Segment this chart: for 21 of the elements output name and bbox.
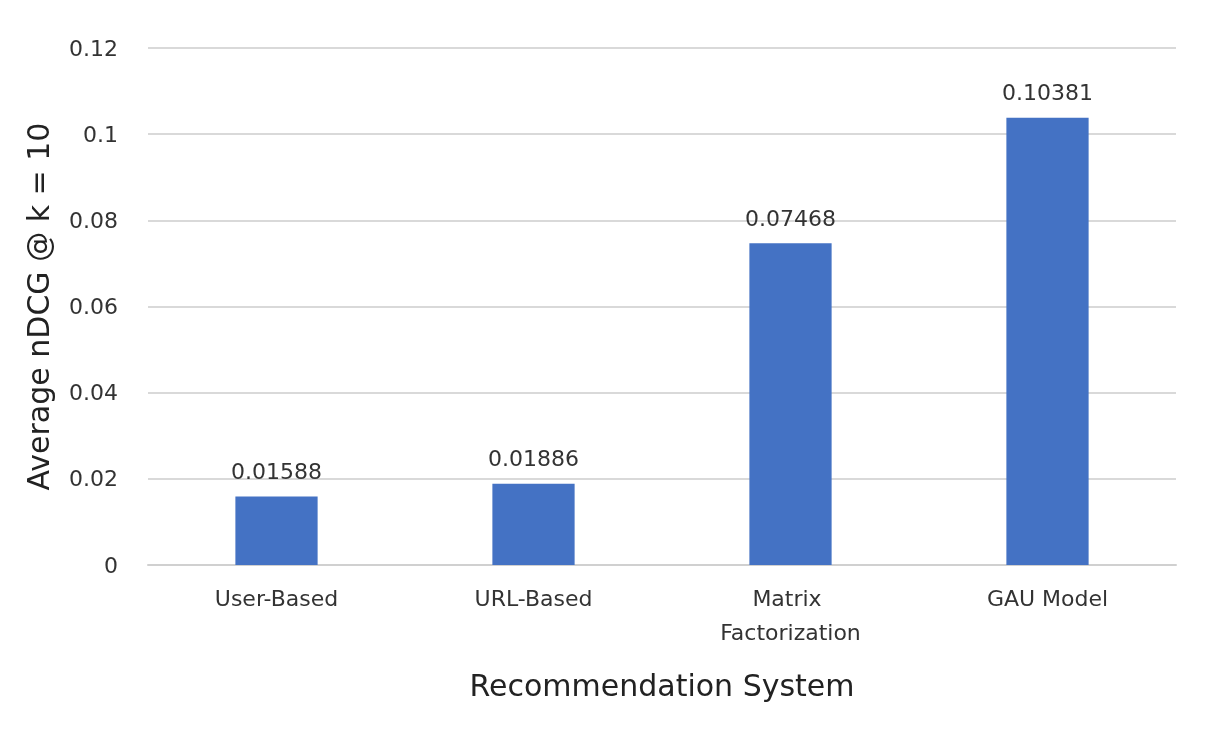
- y-tick-label: 0.02: [69, 466, 118, 492]
- data-label: 0.01588: [231, 459, 322, 485]
- y-tick-label: 0.04: [69, 380, 118, 406]
- x-tick-label: User-Based: [214, 585, 339, 611]
- x-axis-title: Recommendation System: [469, 667, 855, 703]
- y-tick-label: 0.12: [69, 35, 118, 61]
- y-tick-label: 0.1: [83, 121, 118, 147]
- x-tick-label: URL-Based: [474, 585, 593, 611]
- bar: [1006, 117, 1089, 565]
- data-label: 0.01886: [488, 446, 579, 472]
- y-axis-title: Average nDCG @ k = 10: [20, 122, 56, 491]
- y-tick-label: 0: [104, 552, 118, 578]
- bar: [749, 243, 832, 565]
- data-label: 0.07468: [745, 205, 836, 231]
- bar: [492, 483, 575, 565]
- bar: [235, 496, 318, 565]
- x-tick-label: Matrix Factorization: [720, 585, 861, 645]
- y-tick-label: 0.08: [69, 207, 118, 233]
- data-label: 0.10381: [1002, 80, 1093, 106]
- y-tick-label: 0.06: [69, 294, 118, 319]
- x-tick-label: GAU Model: [986, 585, 1109, 611]
